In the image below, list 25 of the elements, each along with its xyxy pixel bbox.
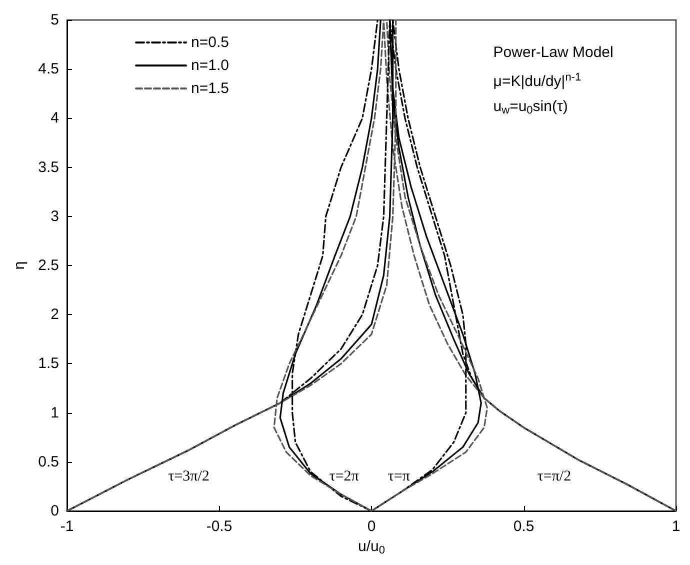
y-tick-label: 3	[50, 208, 59, 225]
y-tick-label: 1.5	[38, 355, 59, 372]
x-tick-label: 0	[367, 518, 376, 535]
legend-label: n=1.0	[191, 57, 229, 74]
x-tick-label: -1	[60, 518, 74, 535]
y-tick-label: 4.5	[38, 60, 59, 78]
legend-label: n=1.5	[191, 80, 229, 97]
annotation: τ=3π/2	[168, 468, 210, 485]
annotation: τ=π	[388, 468, 410, 485]
y-tick-label: 0.5	[38, 453, 59, 470]
annotation: τ=π/2	[537, 468, 572, 485]
y-tick-label: 1	[50, 404, 59, 422]
y-axis-title: η	[11, 261, 28, 270]
y-tick-label: 2	[50, 306, 59, 324]
annotation: Power-Law Model	[493, 44, 614, 61]
y-tick-label: 4	[50, 110, 59, 127]
y-tick-label: 3.5	[38, 158, 59, 176]
y-tick-label: 2.5	[38, 257, 59, 274]
y-tick-label: 0	[50, 502, 59, 520]
legend-label: n=0.5	[191, 34, 229, 51]
annotation: τ=2π	[329, 468, 360, 485]
y-tick-label: 5	[50, 12, 59, 28]
x-tick-label: 1	[672, 518, 680, 535]
x-tick-label: 0.5	[513, 518, 534, 535]
x-tick-label: -0.5	[206, 518, 232, 535]
